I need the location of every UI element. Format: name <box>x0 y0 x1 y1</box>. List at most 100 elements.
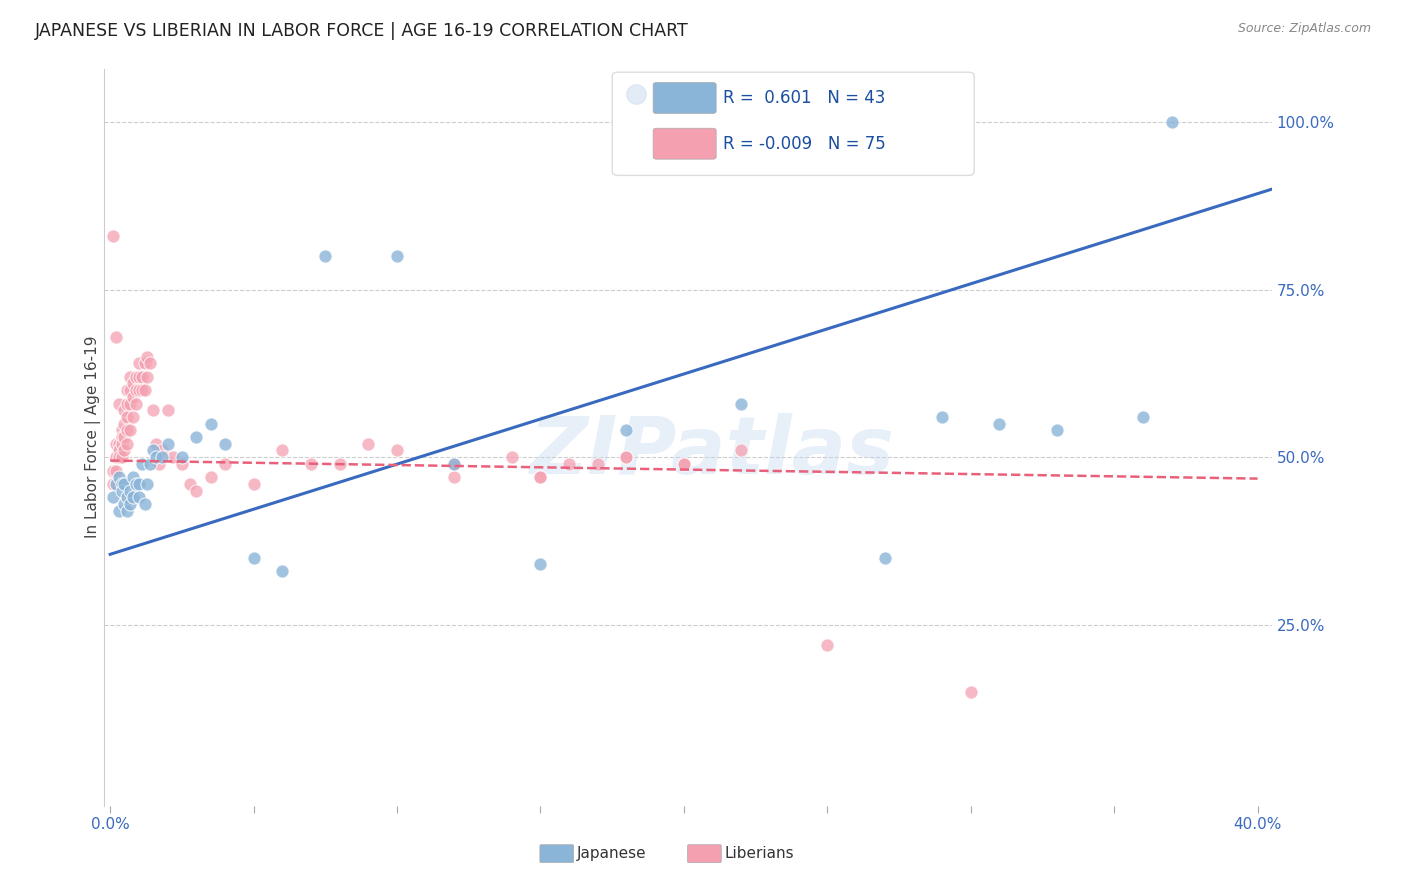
Point <box>988 417 1011 431</box>
Point <box>529 470 551 484</box>
Text: ZIPatlas: ZIPatlas <box>529 413 894 491</box>
Point <box>114 430 136 444</box>
Point <box>134 383 156 397</box>
Point <box>443 457 465 471</box>
Point <box>120 483 142 498</box>
Point <box>128 383 150 397</box>
Point <box>107 504 129 518</box>
Point <box>114 497 136 511</box>
Point <box>125 383 148 397</box>
Point <box>586 457 609 471</box>
Point <box>128 491 150 505</box>
Point <box>104 329 127 343</box>
Point <box>122 409 145 424</box>
Point <box>111 436 134 450</box>
Point <box>122 491 145 505</box>
Point <box>214 457 236 471</box>
Point <box>200 470 222 484</box>
Point <box>1132 409 1154 424</box>
Point <box>111 483 134 498</box>
Point <box>873 550 896 565</box>
Point <box>443 457 465 471</box>
Point <box>931 409 953 424</box>
Point <box>156 403 179 417</box>
Point <box>125 396 148 410</box>
Text: JAPANESE VS LIBERIAN IN LABOR FORCE | AGE 16-19 CORRELATION CHART: JAPANESE VS LIBERIAN IN LABOR FORCE | AG… <box>35 22 689 40</box>
Point <box>139 457 162 471</box>
Point <box>117 423 139 437</box>
Point <box>101 464 124 478</box>
Point <box>120 423 142 437</box>
Point <box>329 457 352 471</box>
Point <box>117 396 139 410</box>
Point <box>111 477 134 491</box>
Text: Source: ZipAtlas.com: Source: ZipAtlas.com <box>1237 22 1371 36</box>
Point <box>730 443 752 458</box>
Point <box>111 430 134 444</box>
Point <box>558 457 581 471</box>
Point <box>170 450 193 465</box>
Point <box>186 483 208 498</box>
Point <box>131 369 153 384</box>
Point <box>120 383 142 397</box>
Point <box>145 450 167 465</box>
Point <box>142 443 165 458</box>
Point <box>128 356 150 370</box>
Point <box>122 376 145 391</box>
Point <box>145 436 167 450</box>
Point <box>385 249 408 263</box>
Point <box>114 443 136 458</box>
FancyBboxPatch shape <box>654 128 716 159</box>
Point <box>162 450 184 465</box>
Point <box>730 396 752 410</box>
Point <box>111 423 134 437</box>
Point <box>314 249 336 263</box>
Point <box>104 464 127 478</box>
Point <box>616 450 638 465</box>
Point <box>136 369 159 384</box>
Point <box>101 229 124 244</box>
Point <box>242 550 264 565</box>
Point <box>131 457 153 471</box>
Point <box>114 403 136 417</box>
Text: R = -0.009   N = 75: R = -0.009 N = 75 <box>723 135 886 153</box>
Point <box>107 436 129 450</box>
Point <box>385 443 408 458</box>
Point <box>131 383 153 397</box>
Point <box>529 558 551 572</box>
Point <box>134 356 156 370</box>
Point <box>136 350 159 364</box>
Point <box>128 369 150 384</box>
Point <box>104 477 127 491</box>
Point <box>107 443 129 458</box>
Point <box>117 491 139 505</box>
Point <box>150 450 173 465</box>
Point <box>214 436 236 450</box>
Point <box>148 457 170 471</box>
Point <box>142 403 165 417</box>
Point <box>120 497 142 511</box>
Point <box>242 477 264 491</box>
Point <box>299 457 322 471</box>
Point <box>186 430 208 444</box>
Point <box>122 470 145 484</box>
Point <box>107 450 129 465</box>
Point <box>616 423 638 437</box>
Point <box>111 450 134 465</box>
Point <box>114 477 136 491</box>
Point <box>150 443 173 458</box>
Text: Japanese: Japanese <box>576 847 647 861</box>
Point <box>271 564 294 578</box>
Point <box>1160 115 1182 129</box>
Point <box>501 450 523 465</box>
Point <box>104 450 127 465</box>
Point <box>125 477 148 491</box>
Point <box>134 497 156 511</box>
Point <box>672 457 695 471</box>
Point <box>120 369 142 384</box>
Point <box>107 470 129 484</box>
Point <box>114 417 136 431</box>
Point <box>122 390 145 404</box>
Y-axis label: In Labor Force | Age 16-19: In Labor Force | Age 16-19 <box>86 335 101 538</box>
FancyBboxPatch shape <box>654 83 716 113</box>
